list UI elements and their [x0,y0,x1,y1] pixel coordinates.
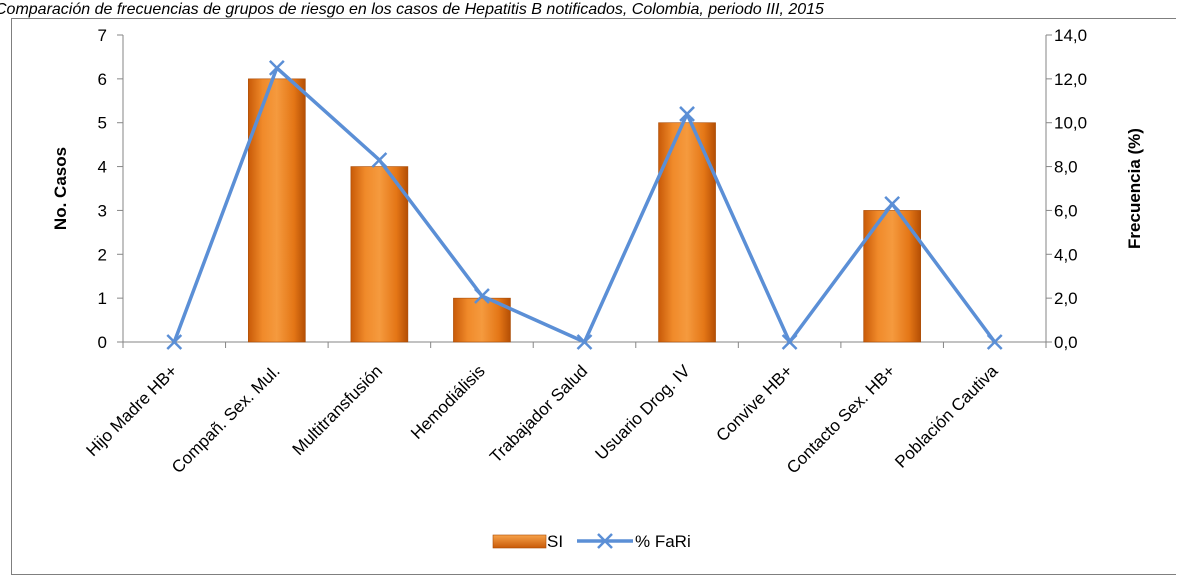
y2-axis-title: Frecuencia (%) [1125,128,1144,249]
y2-tick-label: 12,0 [1054,70,1087,89]
y-tick-label: 7 [98,26,107,45]
x-category-label: Usuario Drog. IV [592,361,695,464]
legend-marker-line [597,533,613,549]
line-point-marker [371,152,388,168]
y2-tick-label: 0,0 [1054,333,1078,352]
y-tick-label: 2 [98,245,107,264]
line-point-marker [884,195,901,212]
x-category-label: Contacto Sex. HB+ [783,361,899,477]
x-category-label: Población Cautiva [891,361,1002,472]
line-point-marker [679,106,695,122]
x-category-label: Compañ. Sex. Mul. [168,361,284,477]
line-point-marker [268,60,285,76]
chart-title: Comparación de frecuencias de grupos de … [0,1,824,18]
x-category-label: Hemodiálisis [407,361,489,443]
line-point-marker [166,334,183,350]
x-category-label: Hijo Madre HB+ [82,361,181,460]
legend-label-bars: SI [547,532,563,551]
y-tick-label: 6 [98,70,107,89]
y-tick-label: 3 [98,201,107,220]
combo-chart: 0 1 2 3 4 5 6 7 0,0 2,0 4,0 6,0 8,0 10,0 12,0 14,0 No. C… [51,26,1144,551]
line-point-marker [781,334,798,350]
chart-area: 0 1 2 3 4 5 6 7 0,0 2,0 4,0 6,0 8,0 10,0 12,0 14,0 No. C… [11,18,1176,575]
line-point-marker [474,288,490,304]
legend-label-line: % FaRi [635,532,691,551]
y-axis-title: No. Casos [51,147,70,230]
y-tick-label: 4 [98,158,107,177]
y-tick-label: 0 [98,333,107,352]
x-category-label: Multitransfusión [289,361,387,459]
y2-tick-label: 10,0 [1054,114,1087,133]
x-category-label: Convive HB+ [713,361,797,445]
y2-tick-label: 6,0 [1054,201,1078,220]
line-point-marker [576,334,593,350]
legend-swatch-bars [492,534,547,549]
y-tick-label: 5 [98,114,107,133]
y2-tick-label: 14,0 [1054,26,1087,45]
line-point-marker [986,334,1003,350]
y-tick-label: 1 [98,289,107,308]
y2-tick-label: 8,0 [1054,158,1078,177]
x-category-label: Trabajador Salud [486,361,591,466]
y2-tick-label: 4,0 [1054,245,1078,264]
y2-tick-label: 2,0 [1054,289,1078,308]
bar [350,166,409,343]
